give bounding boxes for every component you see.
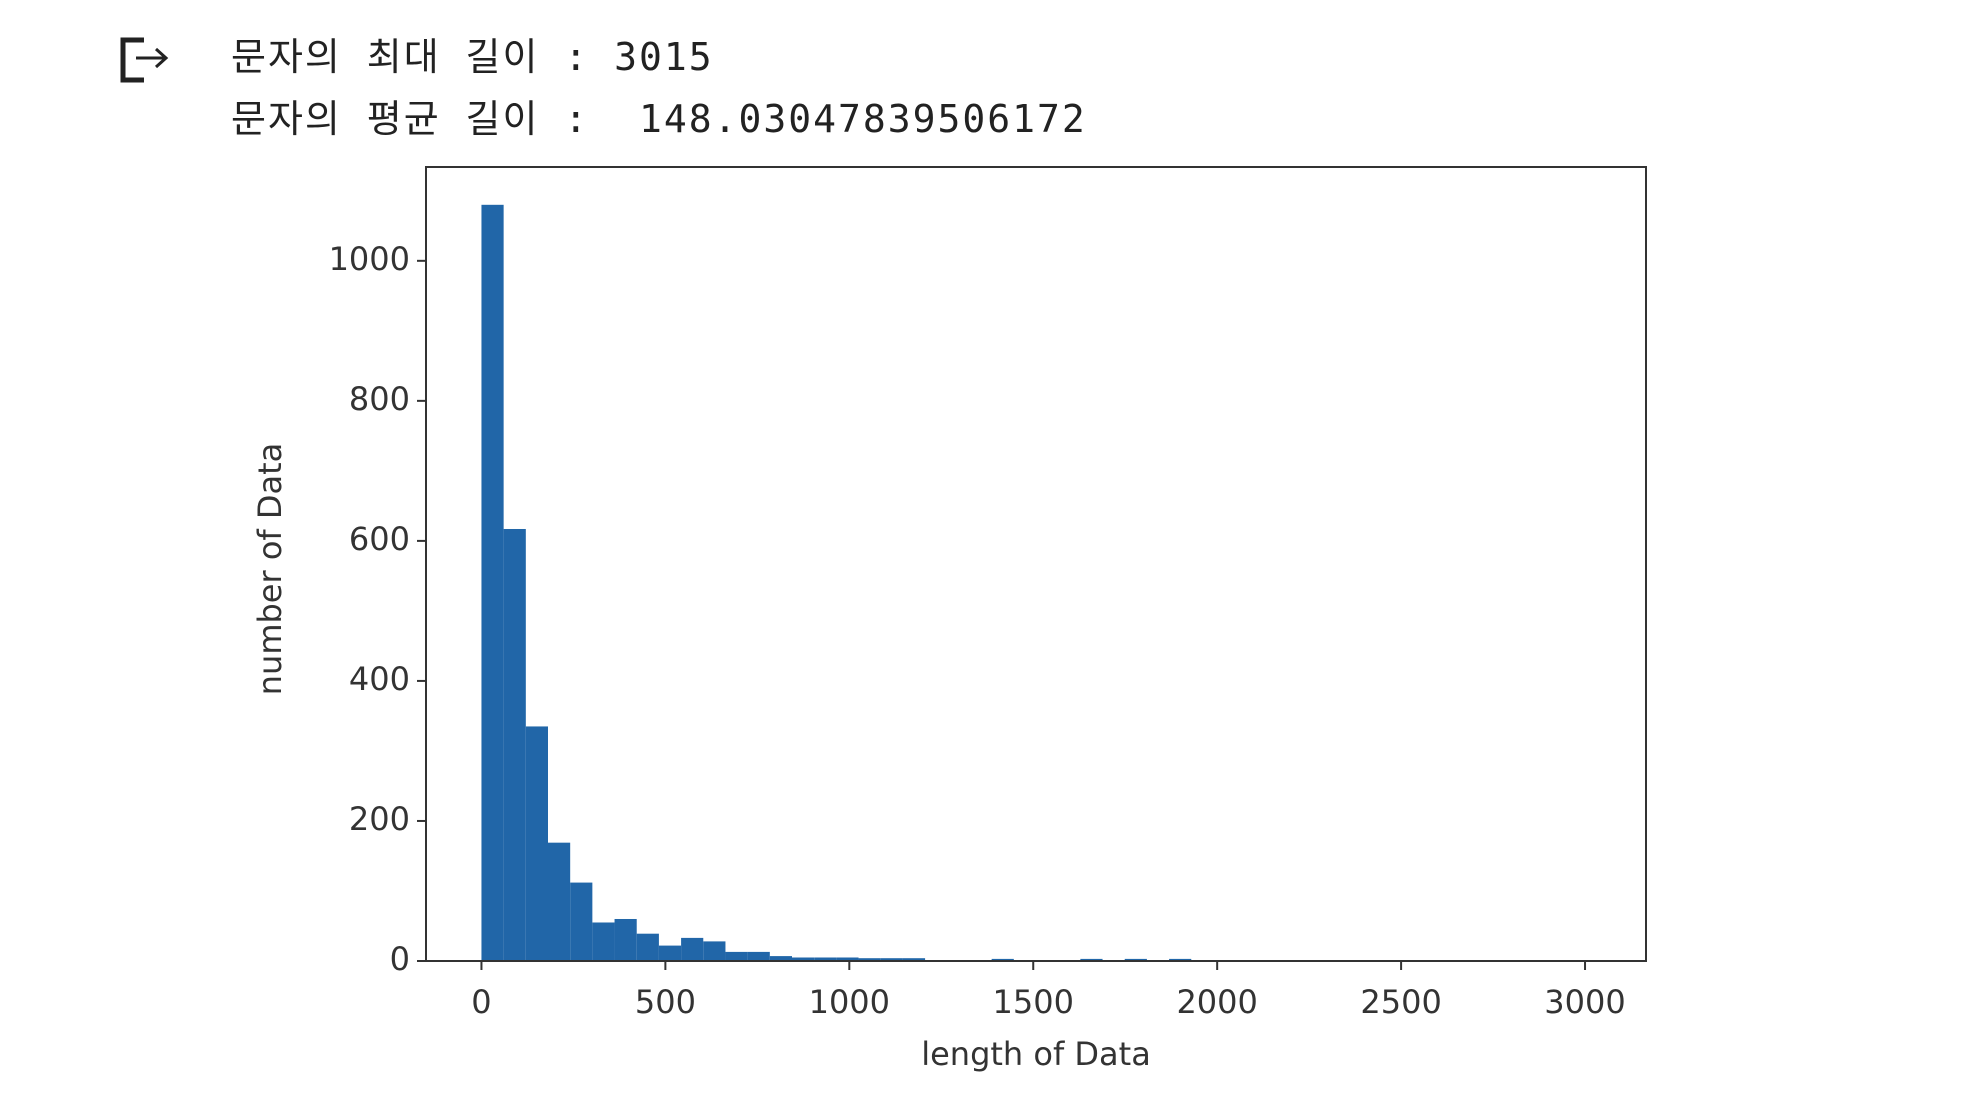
output-icon xyxy=(120,37,169,83)
bar xyxy=(1169,958,1192,961)
bar xyxy=(747,951,770,961)
bar xyxy=(1124,958,1147,961)
bar xyxy=(1080,958,1103,961)
bar xyxy=(703,941,726,961)
x-tick-label: 3000 xyxy=(1544,983,1625,1021)
bar xyxy=(769,956,792,961)
y-tick-label: 1000 xyxy=(329,240,410,278)
y-axis-label: number of Data xyxy=(251,443,289,695)
output-line: 문자의 평균 길이 : 148.03047839506172 xyxy=(231,97,1087,141)
x-tick-label: 1000 xyxy=(809,983,890,1021)
x-tick-label: 0 xyxy=(471,983,491,1021)
y-tick-label: 600 xyxy=(349,520,410,558)
bar xyxy=(814,957,837,961)
bar xyxy=(836,957,859,961)
y-tick-label: 400 xyxy=(349,660,410,698)
bar xyxy=(792,957,815,961)
bar xyxy=(725,951,748,961)
x-tick-label: 500 xyxy=(635,983,696,1021)
y-tick-label: 0 xyxy=(390,940,410,978)
x-tick-label: 2500 xyxy=(1360,983,1441,1021)
bar xyxy=(503,528,526,961)
output-line: 문자의 최대 길이 : 3015 xyxy=(231,35,714,79)
bar xyxy=(681,937,704,961)
bar xyxy=(858,958,881,961)
bar xyxy=(525,726,548,961)
x-axis-label: length of Data xyxy=(921,1035,1151,1073)
y-tick-label: 200 xyxy=(349,800,410,838)
bar xyxy=(991,958,1014,961)
bar xyxy=(592,922,615,961)
bar xyxy=(548,842,571,961)
bar xyxy=(570,882,593,961)
x-tick-label: 2000 xyxy=(1176,983,1257,1021)
x-tick-label: 1500 xyxy=(993,983,1074,1021)
y-tick-label: 800 xyxy=(349,380,410,418)
bar xyxy=(902,958,926,961)
bar xyxy=(658,945,682,961)
plot-frame xyxy=(425,166,1647,962)
bar xyxy=(614,918,637,961)
bar xyxy=(636,933,659,961)
bar xyxy=(880,958,903,961)
bar xyxy=(481,204,504,962)
